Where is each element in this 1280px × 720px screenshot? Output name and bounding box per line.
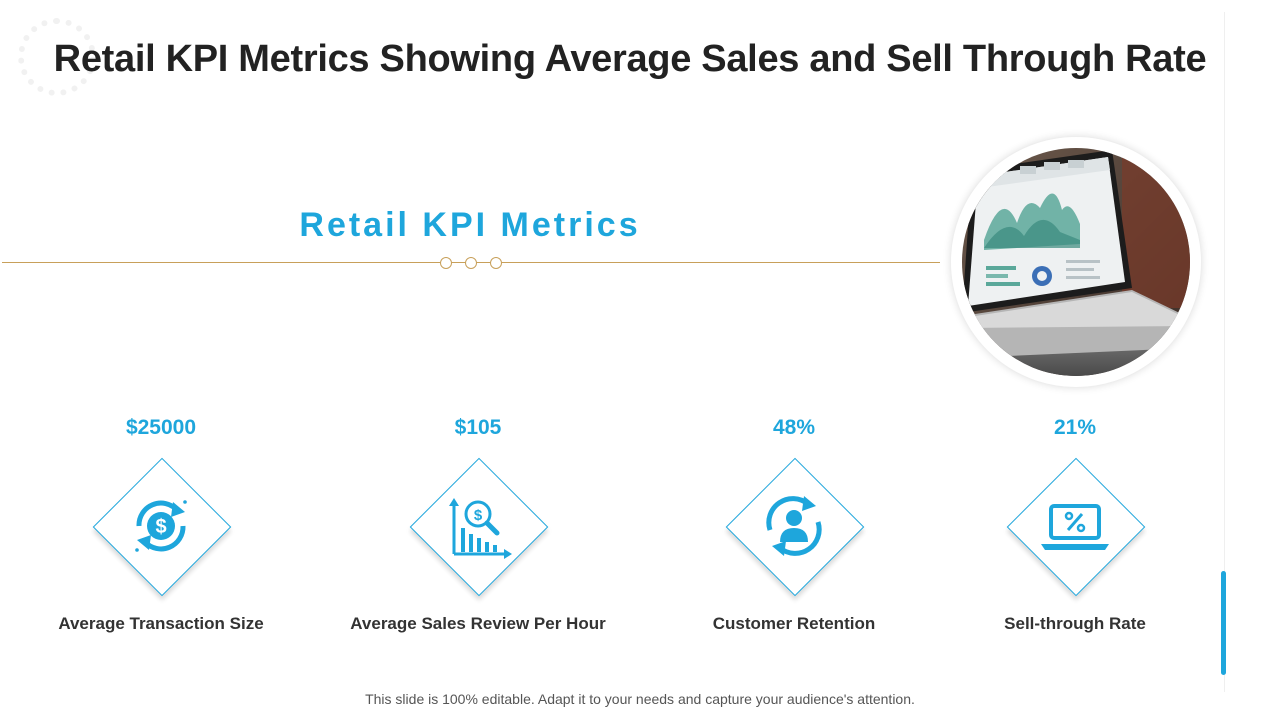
- divider-dot: [490, 257, 502, 269]
- kpi-sell-through-rate: 21% Sell-through Rate: [925, 410, 1225, 650]
- kpi-label: Sell-through Rate: [1004, 614, 1146, 633]
- kpi-label: Average Transaction Size: [58, 614, 264, 633]
- kpi-customer-retention: 48% Customer Retention: [644, 410, 944, 650]
- customer-retention-icon: [766, 496, 822, 556]
- laptop-percent-icon: [1041, 504, 1109, 550]
- footer-note: This slide is 100% editable. Adapt it to…: [365, 691, 915, 707]
- right-edge-rule: [1224, 12, 1225, 692]
- decorative-ring: [18, 18, 96, 96]
- kpi-value: $105: [454, 416, 502, 439]
- kpi-value: $25000: [125, 416, 197, 439]
- kpi-label: Average Sales Review Per Hour: [350, 614, 606, 633]
- divider-dot: [440, 257, 452, 269]
- kpi-average-sales-review-per-hour: $105 $ Average Sales Review Per Hour: [328, 410, 628, 650]
- laptop-photo-frame: [950, 136, 1202, 388]
- right-edge-accent-bar: [1221, 571, 1226, 675]
- kpi-label: Customer Retention: [712, 614, 876, 633]
- svg-text:$: $: [474, 507, 483, 524]
- kpi-value: 48%: [772, 416, 816, 439]
- page-title: Retail KPI Metrics Showing Average Sales…: [53, 38, 1207, 80]
- dollar-cycle-icon: $: [135, 500, 187, 552]
- kpi-average-transaction-size: $25000 $ Average Transaction Size: [11, 410, 311, 650]
- section-title: Retail KPI Metrics: [299, 206, 641, 244]
- divider-dot: [465, 257, 477, 269]
- kpi-value: 21%: [1053, 416, 1097, 439]
- svg-text:$: $: [155, 516, 166, 538]
- sales-analysis-icon: $: [449, 498, 512, 559]
- laptop-dashboard-photo: [962, 148, 1190, 376]
